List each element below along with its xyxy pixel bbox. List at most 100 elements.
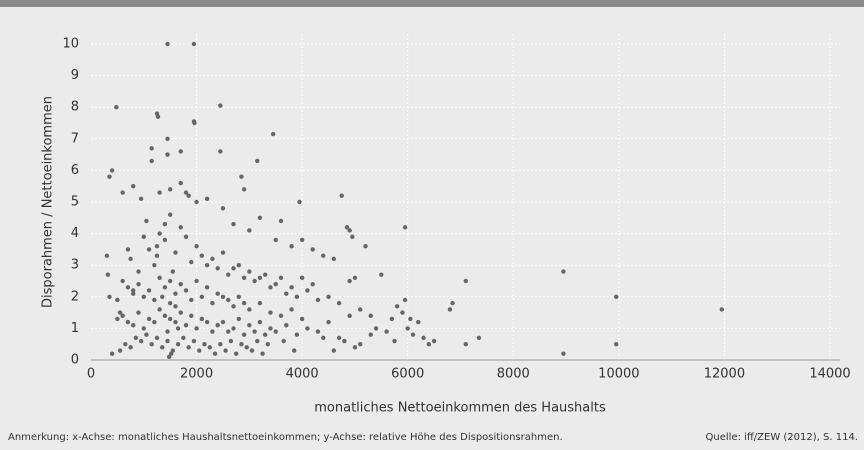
point (165, 41, 170, 47)
point (352, 275, 358, 281)
point (392, 338, 397, 344)
y-tick-label: 5 (71, 195, 79, 210)
point (155, 114, 161, 119)
point (125, 285, 131, 290)
point (389, 316, 395, 322)
point (262, 272, 268, 277)
point (220, 319, 226, 325)
point (197, 348, 202, 353)
point (202, 342, 207, 347)
point (178, 310, 183, 315)
point (210, 329, 215, 334)
point (204, 263, 210, 268)
point (247, 269, 252, 274)
point (299, 237, 305, 243)
point (289, 285, 294, 290)
point (162, 237, 168, 243)
y-tick-label: 9 (71, 68, 79, 83)
point (144, 332, 149, 337)
point (178, 180, 183, 186)
point (241, 187, 247, 192)
point (186, 193, 191, 198)
point (173, 291, 178, 296)
point (220, 250, 226, 255)
point (347, 313, 352, 318)
point (173, 304, 178, 309)
x-tick-label: 4000 (286, 367, 319, 382)
point (347, 278, 352, 284)
point (192, 120, 197, 126)
y-tick-label: 4 (71, 226, 79, 241)
point (117, 310, 123, 315)
point (226, 272, 231, 277)
point (146, 288, 152, 293)
point (384, 329, 389, 334)
point (109, 351, 115, 356)
point (131, 323, 136, 328)
point (252, 278, 257, 284)
point (379, 272, 384, 277)
point (273, 237, 278, 243)
point (165, 329, 170, 334)
point (463, 278, 468, 284)
y-tick-label: 7 (71, 131, 79, 146)
point (165, 136, 170, 141)
point (133, 335, 139, 341)
point (719, 307, 724, 312)
point (138, 196, 144, 202)
point (181, 335, 186, 341)
point (162, 313, 168, 318)
point (218, 342, 223, 347)
point (368, 332, 373, 337)
point (167, 212, 173, 217)
point (326, 294, 331, 299)
point (394, 304, 400, 309)
point (154, 253, 160, 258)
point (350, 234, 355, 239)
point (131, 291, 136, 296)
point (342, 338, 347, 344)
point (400, 310, 405, 315)
y-axis-label: Disporahmen / Nettoeinkommen (41, 96, 56, 308)
point (336, 300, 342, 306)
point (231, 304, 236, 309)
point (157, 231, 162, 236)
point (194, 244, 199, 249)
point (315, 329, 321, 334)
point (152, 297, 157, 303)
point (136, 281, 141, 287)
point (199, 253, 205, 258)
point (402, 297, 408, 303)
point (117, 348, 123, 353)
point (215, 291, 220, 296)
point (268, 326, 273, 331)
point (154, 335, 160, 341)
x-tick-label: 14000 (809, 367, 850, 382)
point (358, 307, 363, 312)
point (284, 323, 289, 328)
point (431, 338, 437, 344)
point (331, 348, 337, 353)
point (226, 297, 231, 303)
point (191, 338, 197, 344)
point (149, 158, 154, 164)
point (447, 307, 453, 312)
point (450, 300, 455, 306)
y-tick-label: 8 (71, 100, 79, 115)
point (199, 294, 205, 299)
point (194, 199, 199, 205)
point (186, 345, 191, 350)
point (146, 247, 152, 252)
note: Anmerkung: x-Achse: monatliches Haushalt… (8, 432, 563, 443)
point (175, 342, 181, 347)
y-tick-label: 10 (62, 37, 79, 52)
point (189, 297, 194, 303)
point (157, 307, 162, 312)
point (165, 152, 170, 157)
point (289, 307, 294, 312)
point (265, 342, 271, 347)
point (289, 244, 294, 249)
point (120, 190, 125, 195)
point (199, 316, 205, 322)
point (268, 285, 273, 290)
